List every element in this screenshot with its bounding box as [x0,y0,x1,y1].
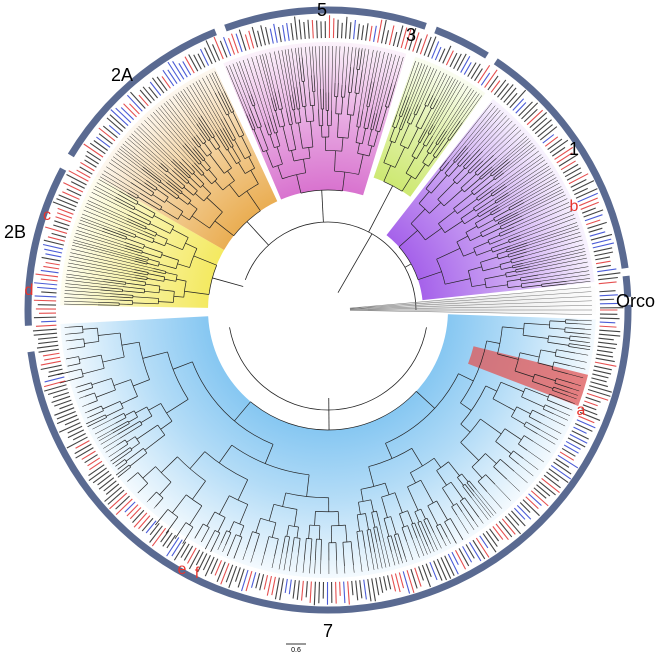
marker-a: a [577,402,586,419]
clade-label-3: 3 [406,25,416,45]
marker-b: b [570,198,579,215]
marker-f: f [195,565,200,582]
clade-label-1: 1 [569,139,579,159]
marker-c: c [43,207,51,224]
marker-e: e [178,561,187,578]
scale-bar: 0.6 [286,644,306,654]
scale-bar-label: 0.6 [291,647,301,654]
clade-label-2a: 2A [111,65,133,85]
clade-label-5: 5 [317,0,327,20]
marker-d: d [25,282,34,299]
clade-label-7: 7 [323,621,333,641]
clade-label-2b: 2B [4,222,26,242]
clade-label-orco: Orco [616,291,655,311]
wedge-c7 [60,314,595,578]
